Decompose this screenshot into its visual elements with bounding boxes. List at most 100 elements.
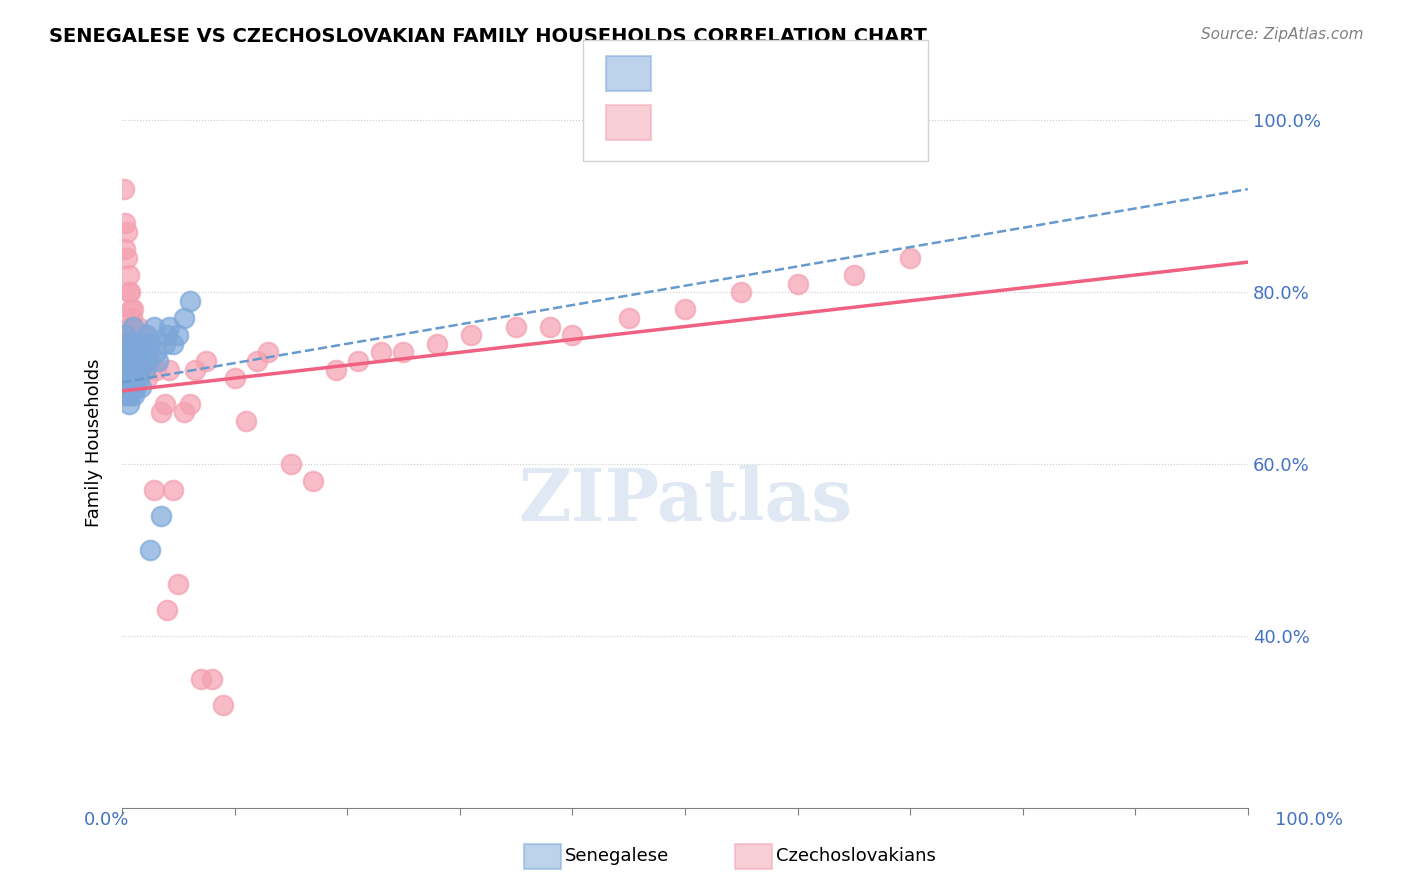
Point <box>460 328 482 343</box>
Point <box>134 328 156 343</box>
Point <box>257 345 280 359</box>
Point <box>195 354 218 368</box>
Point <box>117 336 139 351</box>
Point <box>118 354 141 368</box>
Point <box>117 362 139 376</box>
Point <box>124 345 146 359</box>
Point <box>120 319 142 334</box>
Text: 0.0%: 0.0% <box>84 811 129 829</box>
Point <box>842 268 865 282</box>
Text: 0.255: 0.255 <box>690 64 747 82</box>
Point <box>201 672 224 686</box>
Point <box>125 336 148 351</box>
Point <box>134 362 156 376</box>
Point <box>325 362 347 376</box>
Point <box>117 380 139 394</box>
Point <box>139 336 162 351</box>
Point <box>730 285 752 300</box>
Point <box>118 319 141 334</box>
Point <box>132 336 155 351</box>
Point <box>124 380 146 394</box>
Point <box>121 354 143 368</box>
Point <box>153 336 176 351</box>
Point <box>135 371 157 385</box>
Point <box>134 345 156 359</box>
Point <box>124 328 146 343</box>
Point <box>132 336 155 351</box>
Point <box>118 285 141 300</box>
Point <box>115 388 138 402</box>
Point <box>122 354 145 368</box>
Point <box>118 285 141 300</box>
Text: Senegalese: Senegalese <box>565 847 669 865</box>
Point <box>124 354 146 368</box>
Text: 52: 52 <box>797 64 823 82</box>
Point <box>153 397 176 411</box>
Point <box>167 328 190 343</box>
Text: N =: N = <box>763 113 803 131</box>
Point <box>235 414 257 428</box>
Point <box>156 603 179 617</box>
Point <box>115 362 138 376</box>
Point <box>122 328 145 343</box>
Point <box>114 371 136 385</box>
Point <box>114 354 136 368</box>
Point <box>121 336 143 351</box>
Point <box>145 362 167 376</box>
Point <box>179 293 201 308</box>
Point <box>370 345 392 359</box>
Point <box>136 354 159 368</box>
Point <box>122 302 145 317</box>
Point <box>120 388 142 402</box>
Point <box>128 345 150 359</box>
Point <box>505 319 527 334</box>
Point <box>118 268 141 282</box>
Point <box>127 319 149 334</box>
Point <box>122 345 145 359</box>
Point <box>128 371 150 385</box>
Text: 100.0%: 100.0% <box>1275 811 1343 829</box>
Point <box>115 251 138 265</box>
Point <box>157 319 180 334</box>
Point <box>426 336 449 351</box>
Text: N =: N = <box>763 64 803 82</box>
Point <box>117 354 139 368</box>
Point <box>347 354 370 368</box>
Point <box>112 182 135 196</box>
Text: SENEGALESE VS CZECHOSLOVAKIAN FAMILY HOUSEHOLDS CORRELATION CHART: SENEGALESE VS CZECHOSLOVAKIAN FAMILY HOU… <box>49 27 927 45</box>
Point <box>898 251 921 265</box>
Point <box>122 371 145 385</box>
Point <box>142 319 165 334</box>
Point <box>156 328 179 343</box>
Point <box>121 380 143 394</box>
Point <box>162 483 184 497</box>
Text: Source: ZipAtlas.com: Source: ZipAtlas.com <box>1201 27 1364 42</box>
Point <box>120 362 142 376</box>
Point <box>112 354 135 368</box>
Point <box>114 242 136 256</box>
Point <box>538 319 561 334</box>
Point <box>120 302 142 317</box>
Point <box>139 542 162 557</box>
Point <box>117 328 139 343</box>
Point <box>145 345 167 359</box>
Text: Czechoslovakians: Czechoslovakians <box>776 847 936 865</box>
Point <box>157 362 180 376</box>
Text: 68: 68 <box>797 113 823 131</box>
Point <box>302 474 325 488</box>
Point <box>115 345 138 359</box>
Point <box>112 336 135 351</box>
Point <box>112 388 135 402</box>
Point <box>131 345 153 359</box>
Point <box>135 328 157 343</box>
Text: R =: R = <box>657 113 696 131</box>
Point <box>125 336 148 351</box>
Point <box>173 310 195 325</box>
Point <box>150 405 173 419</box>
Point <box>179 397 201 411</box>
Point <box>162 336 184 351</box>
Point <box>129 362 152 376</box>
Point <box>190 672 212 686</box>
Point <box>146 354 169 368</box>
Point <box>124 319 146 334</box>
